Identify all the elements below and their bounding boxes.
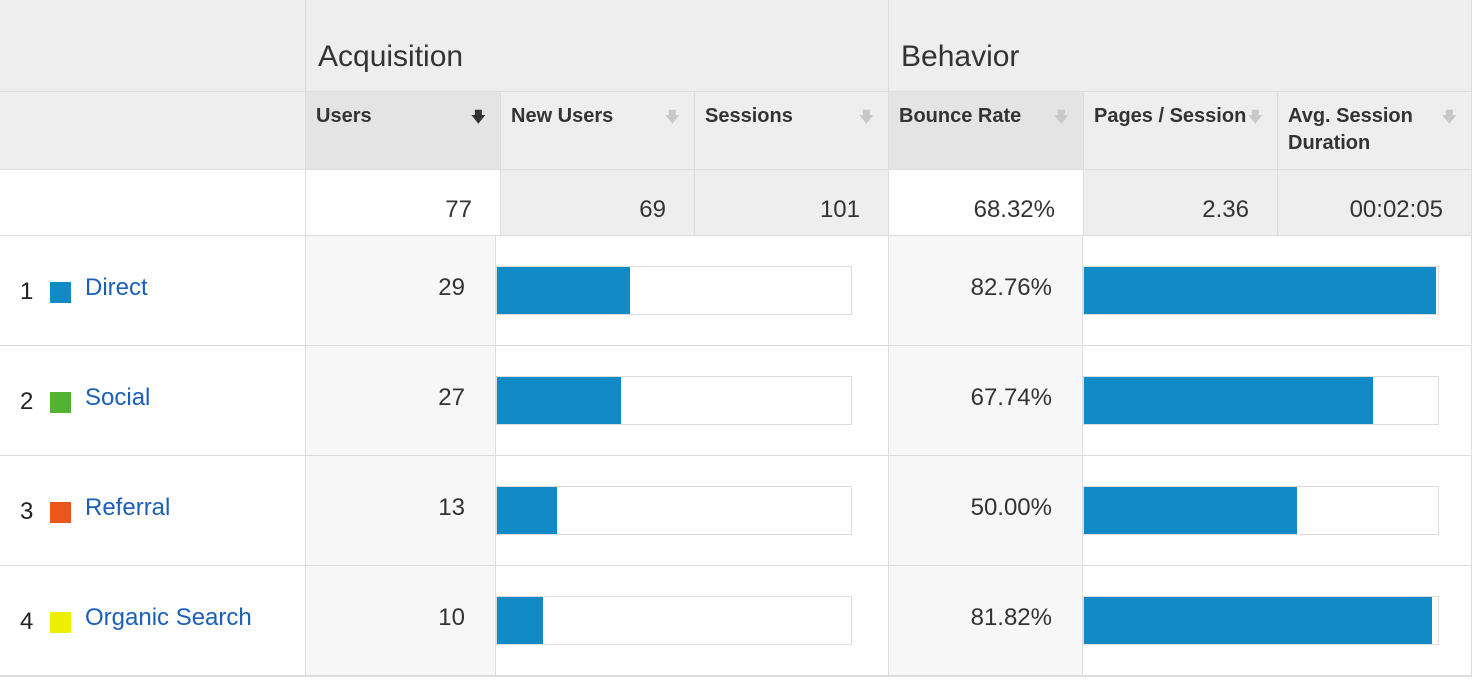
- column-label: Avg. Session Duration: [1288, 105, 1413, 154]
- bounce-rate-value: 67.74%: [889, 346, 1083, 456]
- users-bar: [497, 377, 621, 424]
- users-bar: [497, 267, 630, 314]
- sort-arrow-icon[interactable]: 🡇: [1247, 109, 1263, 126]
- users-bar: [497, 597, 543, 644]
- column-header-new-users[interactable]: New Users 🡇: [501, 92, 695, 170]
- sort-arrow-icon[interactable]: 🡇: [1441, 109, 1457, 126]
- column-header-blank: [0, 92, 306, 170]
- channel-link-social[interactable]: Social: [85, 384, 151, 411]
- table-row-label: 3 Referral: [0, 456, 306, 566]
- total-new-users: 69: [501, 170, 695, 236]
- bounce-rate-bar-track: [1083, 266, 1439, 315]
- channel-link-organic-search[interactable]: Organic Search: [85, 604, 252, 631]
- bounce-rate-bar-cell: [1083, 346, 1472, 456]
- bounce-rate-bar: [1084, 267, 1436, 314]
- bounce-rate-bar-track: [1083, 486, 1439, 535]
- sort-arrow-icon[interactable]: 🡇: [664, 109, 680, 126]
- column-header-pages-per-session[interactable]: Pages / Session 🡇: [1084, 92, 1278, 170]
- bounce-rate-value: 82.76%: [889, 236, 1083, 346]
- users-bar-track: [496, 266, 852, 315]
- channel-link-direct[interactable]: Direct: [85, 274, 148, 301]
- bounce-rate-value: 81.82%: [889, 566, 1083, 676]
- bounce-rate-bar-cell: [1083, 566, 1472, 676]
- group-header-acquisition: Acquisition: [306, 0, 889, 92]
- column-label: Users: [316, 105, 372, 127]
- table-row-label: 4 Organic Search: [0, 566, 306, 676]
- total-bounce-rate: 68.32%: [889, 170, 1084, 236]
- row-rank: 3: [20, 498, 34, 525]
- column-header-users[interactable]: Users 🡇: [306, 92, 501, 170]
- total-pages-per-session: 2.36: [1084, 170, 1278, 236]
- table-row-label: 1 Direct: [0, 236, 306, 346]
- channel-color-swatch: [50, 392, 71, 413]
- users-bar-track: [496, 486, 852, 535]
- total-sessions: 101: [695, 170, 889, 236]
- column-label: Pages / Session: [1094, 105, 1247, 127]
- channel-link-referral[interactable]: Referral: [85, 494, 171, 521]
- channel-color-swatch: [50, 502, 71, 523]
- column-label: Bounce Rate: [899, 105, 1022, 127]
- users-bar-track: [496, 376, 852, 425]
- sort-arrow-icon[interactable]: 🡇: [1053, 109, 1069, 126]
- bounce-rate-bar-cell: [1083, 236, 1472, 346]
- group-header-blank: [0, 0, 306, 92]
- table-row-label: 2 Social: [0, 346, 306, 456]
- sort-arrow-icon[interactable]: 🡇: [858, 109, 874, 126]
- column-header-bounce-rate[interactable]: Bounce Rate 🡇: [889, 92, 1084, 170]
- users-value: 10: [306, 566, 496, 676]
- sort-arrow-icon[interactable]: 🡇: [470, 109, 486, 126]
- bounce-rate-bar: [1084, 597, 1432, 644]
- channel-color-swatch: [50, 612, 71, 633]
- bounce-rate-bar: [1084, 487, 1297, 534]
- bounce-rate-bar: [1084, 377, 1373, 424]
- users-bar: [497, 487, 557, 534]
- bounce-rate-value: 50.00%: [889, 456, 1083, 566]
- users-bar-cell: [496, 456, 889, 566]
- row-rank: 2: [20, 388, 34, 415]
- channel-color-swatch: [50, 282, 71, 303]
- row-rank: 1: [20, 278, 34, 305]
- bounce-rate-bar-cell: [1083, 456, 1472, 566]
- users-bar-track: [496, 596, 852, 645]
- total-avg-session-duration: 00:02:05: [1278, 170, 1472, 236]
- column-label: New Users: [511, 105, 614, 127]
- bounce-rate-bar-track: [1083, 596, 1439, 645]
- column-header-sessions[interactable]: Sessions 🡇: [695, 92, 889, 170]
- bounce-rate-bar-track: [1083, 376, 1439, 425]
- totals-label-blank: [0, 170, 306, 236]
- column-label: Sessions: [705, 105, 793, 127]
- table-footer: [0, 676, 1472, 682]
- users-bar-cell: [496, 566, 889, 676]
- group-header-behavior: Behavior: [889, 0, 1472, 92]
- users-value: 29: [306, 236, 496, 346]
- users-bar-cell: [496, 236, 889, 346]
- users-value: 13: [306, 456, 496, 566]
- users-bar-cell: [496, 346, 889, 456]
- row-rank: 4: [20, 608, 34, 635]
- column-header-avg-session-duration[interactable]: Avg. Session Duration 🡇: [1278, 92, 1472, 170]
- total-users: 77: [306, 170, 501, 236]
- users-value: 27: [306, 346, 496, 456]
